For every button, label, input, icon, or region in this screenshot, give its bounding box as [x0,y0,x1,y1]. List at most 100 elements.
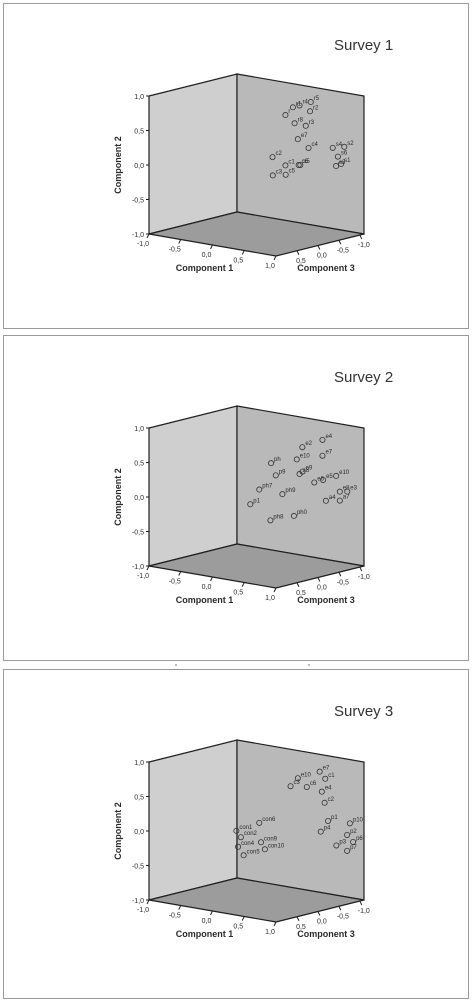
data-point [299,444,306,451]
back-wall [148,73,238,235]
y-tick-label: 0,5 [134,461,144,468]
data-point-label: p1 [331,815,338,821]
data-point [290,512,297,519]
data-point-label: p3 [339,839,346,845]
data-point-label: p2 [350,829,357,835]
data-point [269,172,276,179]
data-point [305,144,312,151]
x-tick [210,910,213,916]
data-point-label: s4 [336,142,343,148]
data-point-label: ph8 [273,514,284,520]
x-tick [146,233,150,239]
x-tick [210,244,213,250]
z-tick-label: 0,5 [296,590,306,597]
survey-1-panel: Survey 1 1,0 0,5 0,0 -0,5 -1,0 Component 2 -1,0… [3,3,469,329]
y-tick-label: 0,0 [134,495,144,502]
data-point-label: s5 [303,159,310,165]
x-tick [210,576,213,582]
data-point [294,136,301,143]
data-point-label: p6 [356,836,363,842]
z-tick [338,240,342,245]
data-point [333,472,340,479]
x-tick-label: 1,0 [265,929,275,936]
data-point [344,847,351,854]
data-point [302,122,309,129]
data-point [267,517,274,524]
data-point-label: con6 [262,817,276,823]
x-axis-label: Component 1 [176,929,234,939]
y-tick-label: -1,0 [132,564,144,571]
data-point [329,144,336,151]
data-point-label: p10 [353,817,364,823]
y-tick-label: 0,0 [134,163,144,170]
data-point-label: e7 [301,133,308,139]
data-point [334,153,341,160]
data-point [322,775,329,782]
y-tick-label: -1,0 [132,232,144,239]
data-point-label: c6 [302,159,309,165]
z-tick [317,245,321,250]
z-axis-label: Component 3 [297,263,355,273]
z-tick-label: -0,5 [337,913,349,920]
data-point-label: con4 [241,841,255,847]
data-point-label: e7 [323,766,330,772]
z-tick [338,572,342,577]
data-point-label: con5 [247,849,261,855]
x-tick-label: 0,5 [233,258,243,265]
y-tick-label: -0,5 [132,198,144,205]
y-axis-label: Component 2 [113,136,123,194]
z-tick [359,234,363,240]
z-tick-label: -0,5 [337,247,349,254]
x-tick-label: -1,0 [137,241,149,248]
data-point [269,154,276,161]
data-point [311,479,318,486]
data-point [336,488,343,495]
x-tick-label: 0,0 [202,584,212,591]
data-point-label: c5 [289,169,296,175]
data-point [319,436,326,443]
data-point-label: con1 [239,825,253,831]
data-point [338,161,345,168]
y-tick-label: -0,5 [132,530,144,537]
data-point-label: r5 [314,96,320,102]
data-point [320,476,327,483]
z-tick-label: -1,0 [358,908,370,915]
z-tick-label: 0,5 [296,258,306,265]
data-point-label: a4 [329,495,336,501]
z-tick-label: -1,0 [358,574,370,581]
data-point-label: p1 [253,498,260,504]
data-point-label: c2 [328,797,335,803]
x-tick [241,582,245,587]
data-point-label: ph7 [262,484,273,490]
data-point [346,820,353,827]
data-point-label: s2 [347,141,354,147]
back-wall [148,739,238,901]
x-tick-label: -0,5 [169,579,181,586]
data-point-label: s6 [341,151,348,157]
data-point [282,112,289,119]
chart-title: Survey 2 [334,369,393,386]
data-point [294,775,301,782]
survey-3-chart: Survey 3 1,0 0,5 0,0 -0,5 -1,0 Component 2 -1,0… [113,703,393,939]
survey-2-panel: Survey 2 1,0 0,5 0,0 -0,5 -1,0 Component 2 -1,0… [3,335,469,661]
data-point-label: r8 [298,117,304,123]
data-point-label: a8 [303,468,310,474]
data-point [237,834,244,841]
x-tick-label: 1,0 [265,595,275,602]
data-point-label: e4 [325,786,332,792]
data-point [307,108,314,115]
x-axis-label: Component 1 [176,263,234,273]
data-point-label: r1 [296,101,302,107]
data-point-label: s1 [344,158,351,164]
x-tick [178,905,182,910]
data-point [295,162,302,169]
z-tick-label: -0,5 [337,579,349,586]
data-point [319,452,326,459]
data-point-label: e6 [317,477,324,483]
data-point [240,852,247,859]
data-point-label: c1 [328,773,335,779]
data-point-label: e3 [350,486,357,492]
data-point [350,838,357,845]
